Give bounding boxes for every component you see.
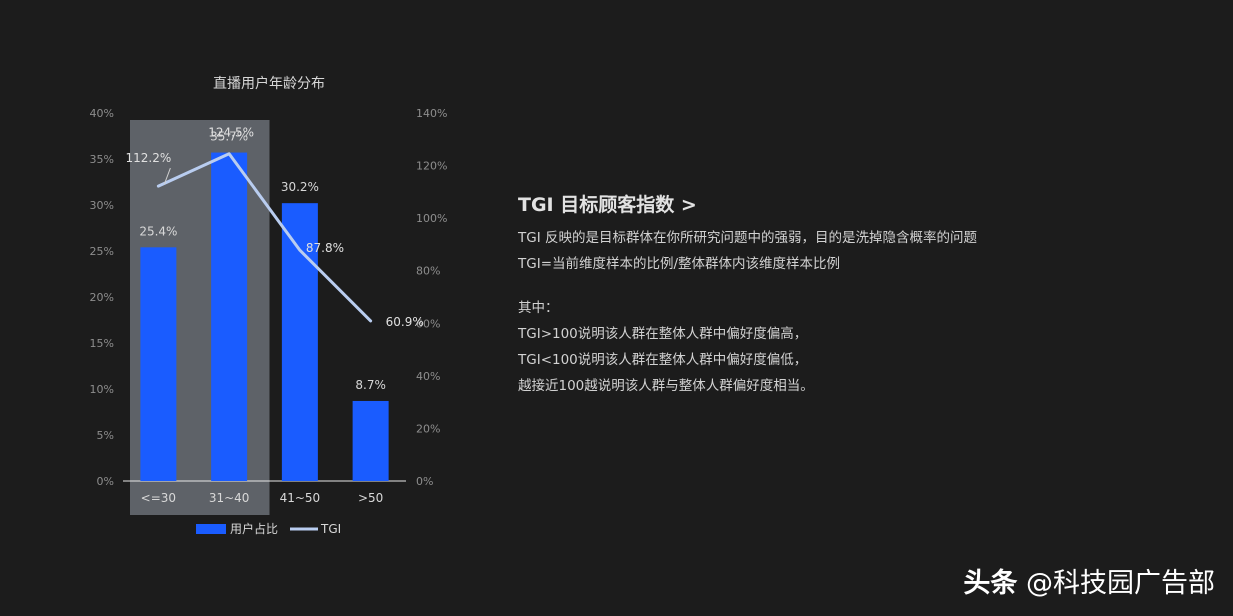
bar-data-label: 30.2% <box>281 180 319 194</box>
legend-label-line: TGI <box>320 522 341 536</box>
tgi-data-label: 60.9% <box>386 315 424 329</box>
watermark-brand: 头条 <box>963 568 1018 599</box>
watermark: 头条 @科技园广告部 <box>963 561 1215 600</box>
y-right-tick-label: 20% <box>416 422 440 435</box>
y-left-tick-label: 20% <box>90 291 114 304</box>
legend-swatch-bar <box>196 524 226 534</box>
x-tick-label: 31~40 <box>209 491 250 505</box>
info-line: 越接近100越说明该人群与整体人群偏好度相当。 <box>518 378 814 394</box>
x-tick-label: 41~50 <box>280 491 321 505</box>
y-right-tick-label: 60% <box>416 317 440 330</box>
y-right-tick-label: 0% <box>416 475 433 488</box>
y-left-tick-label: 10% <box>90 383 114 396</box>
info-line: TGI=当前维度样本的比例/整体群体内该维度样本比例 <box>518 256 841 272</box>
tgi-data-label: 124.5% <box>208 126 254 140</box>
bar <box>140 247 177 481</box>
y-right-tick-label: 80% <box>416 265 440 278</box>
y-left-tick-label: 30% <box>90 199 114 212</box>
info-panel: TGI 目标顾客指数 > TGI 反映的是目标群体在你所研究问题中的强弱，目的是… <box>518 190 1138 399</box>
y-right-tick-label: 120% <box>416 160 447 173</box>
y-right-tick-label: 40% <box>416 370 440 383</box>
tgi-label-leader <box>163 167 171 185</box>
info-line: TGI<100说明该人群在整体人群中偏好度偏低， <box>518 352 808 368</box>
info-heading: TGI 目标顾客指数 > <box>518 194 697 216</box>
info-line: 其中： <box>518 300 559 316</box>
y-left-tick-label: 0% <box>97 475 114 488</box>
tgi-data-label: 87.8% <box>306 241 344 255</box>
y-left-tick-label: 15% <box>90 337 114 350</box>
y-right-tick-label: 140% <box>416 107 447 120</box>
bar-data-label: 35.7% <box>210 130 248 144</box>
tgi-line <box>156 152 373 323</box>
x-tick-label: <=30 <box>141 491 176 505</box>
y-left-tick-label: 5% <box>97 429 114 442</box>
info-line: TGI>100说明该人群在整体人群中偏好度偏高， <box>518 326 808 342</box>
watermark-handle: @科技园广告部 <box>1026 568 1215 599</box>
bar-data-label: 8.7% <box>355 378 386 392</box>
y-left-tick-label: 25% <box>90 245 114 258</box>
bar <box>211 152 248 481</box>
bar-data-label: 25.4% <box>139 224 177 238</box>
info-line: TGI 反映的是目标群体在你所研究问题中的强弱，目的是洗掉隐含概率的问题 <box>518 230 977 246</box>
bar <box>352 400 389 481</box>
y-left-tick-label: 35% <box>90 153 114 166</box>
tgi-data-label: 112.2% <box>125 151 171 165</box>
legend-label-bar: 用户占比 <box>230 521 278 536</box>
chart: 直播用户年龄分布 0% 5% 10% 15% 20% 25% 30% 35% 40% 0% 20% 40… <box>90 75 448 536</box>
x-tick-label: >50 <box>358 491 383 505</box>
chart-title: 直播用户年龄分布 <box>213 75 325 92</box>
y-right-tick-label: 100% <box>416 212 447 225</box>
y-left-tick-label: 40% <box>90 107 114 120</box>
